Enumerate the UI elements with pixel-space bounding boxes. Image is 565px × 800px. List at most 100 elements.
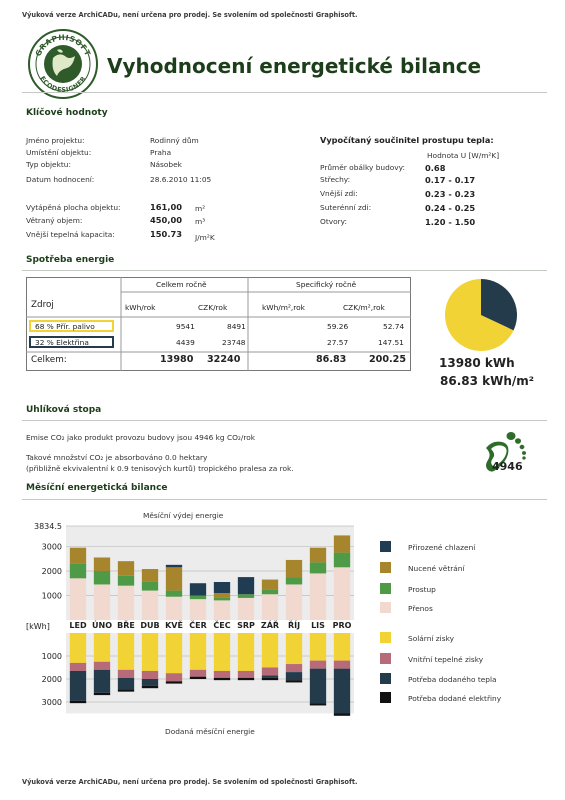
bottom-plot-area [66,633,354,714]
carbon-line-3: (přibližně ekvivalentní k 0.9 tenisových… [26,464,294,473]
bottom-bar-ZÁŘ-0 [261,633,279,668]
top-bar-PRO-2 [333,535,351,553]
top-bar-ZÁŘ-2 [261,579,279,590]
kv-value-type: Násobek [150,160,182,169]
top-bar-ČER-0 [189,599,207,620]
top-bar-ČEC-3 [213,582,231,594]
top-bar-LIS-2 [309,547,327,563]
top-bar-DUB-1 [141,581,159,591]
bottom-bar-ZÁŘ-2 [261,675,279,678]
top-bar-DUB-0 [141,590,159,620]
top-bar-ČEC-1 [213,597,231,601]
legend-label-cooling: Přirozené chlazení [408,543,476,552]
top-notice: Výuková verze ArchiCADu, není určena pro… [22,11,358,19]
metric-unit-volume: m³ [195,217,206,226]
month-label: DUB [140,621,159,630]
metric-unit-area: m² [195,204,206,213]
carbon-divider [22,420,547,421]
legend-label-transmission: Prostup [408,585,436,594]
bottom-bar-DUB-3 [141,685,159,689]
month-label: ÚNO [92,619,112,630]
bottom-bar-DUB-2 [141,679,159,686]
month-label: ŘÍJ [288,619,300,630]
bottom-bar-ČER-3 [189,676,207,679]
bottom-bar-ČER-1 [189,669,207,677]
consumption-heading: Spotřeba energie [26,255,115,265]
energy-share-pie [443,277,519,353]
top-bar-DUB-2 [141,569,159,582]
legend-swatch-solar [380,632,391,643]
u-value-roofs: 0.17 - 0.17 [425,175,476,185]
specific-kwh-label: 86.83 kWh/m² [440,374,535,388]
carbon-heading: Uhlíková stopa [26,405,102,415]
top-bar-KVĚ-2 [165,567,183,591]
top-bar-ŘÍJ-0 [285,584,303,620]
consumption-table: Celkem ročně Specifický ročně Zdroj kWh/… [26,277,411,371]
bottom-tick-label: 3000 [42,698,62,707]
bottom-bar-ŘÍJ-3 [285,680,303,683]
bottom-bar-KVĚ-3 [165,681,183,684]
metric-value-area: 161,00 [150,202,183,212]
legend-swatch-internal [380,653,391,664]
top-plot-area [66,526,354,620]
kv-value-location: Praha [150,148,172,157]
top-bar-LIS-0 [309,573,327,620]
legend-label-electricity: Potřeba dodané elektřiny [408,694,502,703]
bottom-tick-label: 2000 [42,675,62,684]
legend-top: Přirozené chlazení Nucené větrání Prostu… [380,541,520,621]
row-fuel-kwh-m2: 59.26 [327,322,349,331]
row-total-kwh-m2: 86.83 [316,354,347,365]
row-elec-label-box: 32 % Elektřina [29,336,114,348]
bottom-bar-ŘÍJ-1 [285,664,303,673]
month-label: LED [69,621,87,630]
top-tick-label: 1000 [42,591,62,600]
legend-label-solar: Solární zisky [408,634,454,643]
ecodesigner-logo: GRAPHISOFT ECODESIGNER [27,28,99,100]
top-bar-ŘÍJ-2 [285,559,303,578]
top-bar-BŘE-2 [117,561,135,576]
legend-label-heat: Potřeba dodaného tepla [408,675,497,684]
legend-label-transfer: Přenos [408,604,433,613]
bottom-bar-PRO-2 [333,668,351,714]
page-title: Vyhodnocení energetické bilance [107,54,482,78]
u-label-envelope: Průměr obálky budovy: [320,163,406,172]
row-fuel-label: 68 % Přír. palivo [35,322,95,331]
row-elec-kwh-m2: 27.57 [327,338,349,347]
row-fuel-kwh: 9541 [176,322,195,331]
monthly-chart: 3834.5 3000 2000 1000 1000 2000 3000 [kWh] LED ÚN… [24,518,364,728]
bottom-notice: Výuková verze ArchiCADu, není určena pro… [22,778,358,786]
bottom-bar-KVĚ-0 [165,633,183,674]
month-label: ČEC [213,619,230,630]
top-bar-ŘÍJ-1 [285,577,303,585]
row-elec-czk-m2: 147.51 [378,338,404,347]
top-bar-KVĚ-0 [165,596,183,620]
table-col-kwh-m2: kWh/m²,rok [262,303,305,312]
table-col-czk-m2: CZK/m²,rok [343,303,385,312]
top-bar-ÚNO-2 [93,557,111,571]
month-label: KVĚ [165,619,183,630]
bottom-tick-label: 1000 [42,652,62,661]
u-label-openings: Otvory: [320,217,347,226]
carbon-line-2: Takové množství CO₂ je absorbováno 0.0 h… [26,453,208,462]
bottom-bar-ČEC-0 [213,633,231,671]
kv-value-project: Rodinný dům [150,136,199,145]
bottom-bar-LED-1 [69,662,87,671]
bottom-bar-LIS-2 [309,668,327,704]
u-values-unit-header: Hodnota U [W/m²K] [427,151,500,160]
bottom-bar-LED-3 [69,700,87,704]
carbon-line-1: Emise CO₂ jako produkt provozu budovy js… [26,433,256,442]
table-col-source: Zdroj [31,300,54,310]
table-col-czk: CZK/rok [198,303,228,312]
u-value-envelope: 0.68 [425,163,446,173]
top-bar-BŘE-1 [117,575,135,586]
bottom-bar-PRO-1 [333,660,351,669]
metric-label-area: Vytápěná plocha objektu: [26,203,121,212]
u-label-roofs: Střechy: [320,175,351,184]
bottom-bar-LIS-1 [309,660,327,669]
row-total-kwh: 13980 [160,354,194,365]
top-bar-BŘE-0 [117,585,135,620]
month-label: LIS [311,621,325,630]
month-label: PRO [333,621,352,630]
month-label: ZÁŘ [261,619,279,630]
top-tick-label: 2000 [42,567,62,576]
